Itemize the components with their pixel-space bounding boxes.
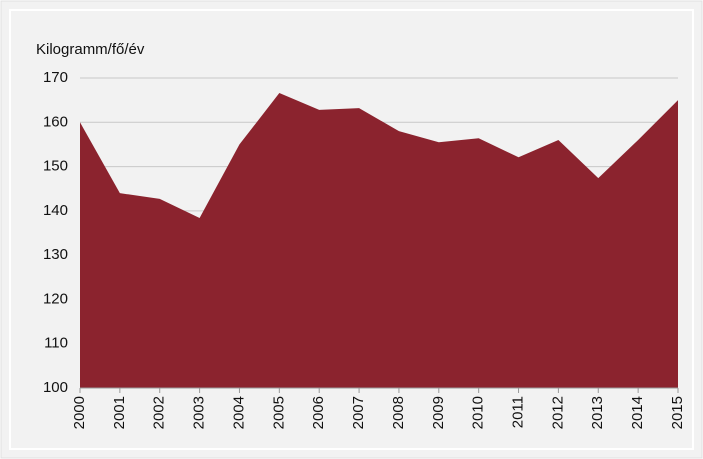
y-tick-label: 170 (43, 69, 68, 86)
y-tick-label: 130 (43, 246, 68, 263)
x-tick-label: 2005 (270, 396, 287, 429)
x-tick-label: 2007 (350, 396, 367, 429)
x-tick-label: 2002 (151, 396, 168, 429)
y-tick-label: 160 (43, 113, 68, 130)
x-tick-label: 2006 (310, 396, 327, 429)
x-tick-label: 2009 (430, 396, 447, 429)
x-tick-label: 2008 (390, 396, 407, 429)
y-tick-label: 150 (43, 158, 68, 175)
x-tick-label: 2014 (629, 396, 646, 429)
y-tick-label: 140 (43, 202, 68, 219)
x-tick-label: 2001 (111, 396, 128, 429)
x-tick-label: 2013 (589, 396, 606, 429)
y-axis-label: Kilogramm/fő/év (36, 41, 145, 58)
x-tick-label: 2015 (669, 396, 686, 429)
x-tick-label: 2012 (549, 396, 566, 429)
y-tick-label: 100 (43, 379, 68, 396)
inner-frame (9, 9, 694, 450)
x-tick-label: 2010 (470, 396, 487, 429)
area (80, 93, 678, 389)
x-tick-label: 2011 (510, 396, 527, 428)
x-tick-label: 2000 (71, 396, 88, 429)
y-tick-label: 110 (44, 335, 68, 352)
x-tick-label: 2004 (230, 396, 247, 429)
y-tick-label: 120 (43, 290, 68, 307)
x-tick-label: 2003 (191, 396, 208, 429)
